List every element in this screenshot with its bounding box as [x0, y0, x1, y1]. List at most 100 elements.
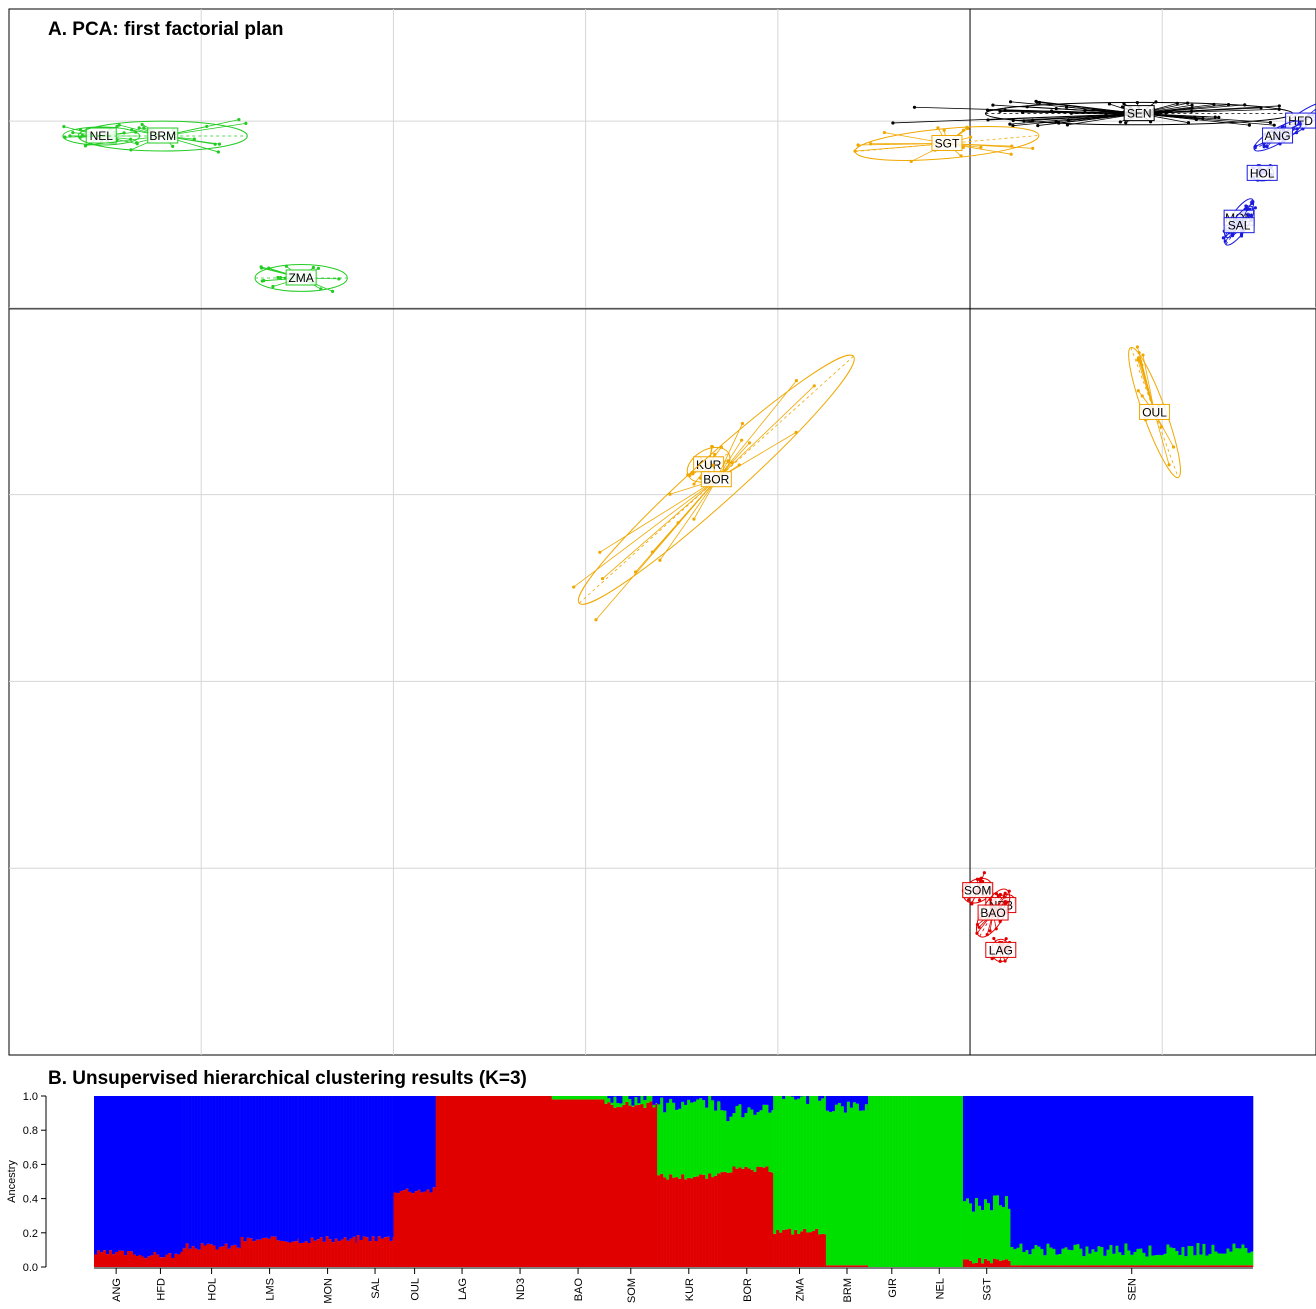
- bar-red-segment: [453, 1096, 457, 1267]
- bar-red-segment: [288, 1242, 292, 1267]
- bar-blue-segment: [233, 1096, 237, 1245]
- bar-blue-segment: [349, 1096, 353, 1239]
- bar-red-segment: [821, 1233, 825, 1267]
- bar-red-segment: [643, 1107, 647, 1267]
- x-tick-label: GIR: [887, 1278, 899, 1298]
- bar-green-segment: [1058, 1253, 1062, 1266]
- bar-blue-segment: [1106, 1096, 1110, 1250]
- bar-blue-segment: [806, 1096, 810, 1104]
- bar-blue-segment: [1130, 1096, 1134, 1255]
- bar-blue-segment: [1043, 1096, 1047, 1256]
- bar-blue-segment: [702, 1096, 706, 1101]
- bar-green-segment: [738, 1104, 742, 1168]
- bar-red-segment: [240, 1237, 244, 1267]
- bar-green-segment: [855, 1103, 860, 1266]
- individual-link: [987, 113, 1140, 121]
- bar-red-segment: [735, 1168, 739, 1267]
- bar-green-segment: [960, 1096, 964, 1267]
- bar-blue-segment: [1037, 1096, 1041, 1247]
- bar-green-segment: [1013, 1249, 1017, 1266]
- y-tick-label: 0.6: [23, 1159, 38, 1171]
- bar-blue-segment: [141, 1096, 145, 1257]
- x-tick-label: HFD: [155, 1278, 167, 1301]
- bar-red-segment: [750, 1169, 754, 1267]
- bar-blue-segment: [389, 1096, 393, 1241]
- individual-point: [992, 936, 996, 941]
- population-ellipse: [854, 126, 1040, 161]
- bar-red-segment: [1220, 1265, 1224, 1267]
- bar-green-segment: [1244, 1248, 1248, 1266]
- bar-red-segment: [450, 1096, 454, 1267]
- bar-green-segment: [824, 1096, 827, 1235]
- bar-blue-segment: [203, 1096, 207, 1246]
- bar-red-segment: [983, 1258, 988, 1267]
- bar-blue-segment: [1079, 1096, 1083, 1249]
- bar-red-segment: [1100, 1265, 1104, 1267]
- individual-point: [259, 265, 263, 269]
- individual-point: [1140, 394, 1144, 398]
- bar-blue-segment: [1085, 1096, 1089, 1247]
- bar-red-segment: [977, 1258, 982, 1267]
- bar-green-segment: [852, 1102, 857, 1266]
- bar-blue-segment: [243, 1096, 247, 1242]
- bar-blue-segment: [729, 1096, 733, 1117]
- bar-blue-segment: [837, 1096, 842, 1103]
- admixture-group-oul: [393, 1096, 436, 1267]
- bar-red-segment: [1040, 1265, 1044, 1267]
- bar-green-segment: [607, 1098, 611, 1103]
- population-sen: SEN: [891, 99, 1294, 128]
- bar-blue-segment: [1175, 1096, 1179, 1252]
- population-label-box: [931, 134, 963, 151]
- bar-red-segment: [669, 1174, 673, 1267]
- bar-red-segment: [477, 1096, 481, 1267]
- bar-green-segment: [687, 1099, 691, 1178]
- bar-red-segment: [1157, 1265, 1161, 1267]
- bar-blue-segment: [340, 1096, 344, 1240]
- bar-red-segment: [115, 1251, 119, 1267]
- bar-green-segment: [936, 1096, 940, 1267]
- bar-green-segment: [649, 1096, 653, 1102]
- bar-red-segment: [301, 1242, 305, 1267]
- bar-blue-segment: [1097, 1096, 1101, 1247]
- bar-blue-segment: [655, 1096, 658, 1104]
- bar-red-segment: [1031, 1265, 1035, 1267]
- bar-red-segment: [628, 1105, 632, 1267]
- bar-red-segment: [824, 1234, 827, 1267]
- bar-blue-segment: [1118, 1096, 1122, 1253]
- individual-point: [977, 925, 981, 929]
- bar-green-segment: [584, 1096, 588, 1100]
- bar-red-segment: [355, 1242, 357, 1267]
- bar-red-segment: [171, 1257, 175, 1267]
- individual-point: [1003, 108, 1007, 112]
- bar-blue-segment: [1148, 1096, 1152, 1246]
- bar-green-segment: [1082, 1256, 1086, 1266]
- bar-red-segment: [1127, 1265, 1131, 1267]
- bar-blue-segment: [1127, 1096, 1131, 1251]
- bar-red-segment: [1055, 1265, 1059, 1267]
- bar-blue-segment: [218, 1096, 222, 1247]
- individual-point: [1107, 102, 1112, 106]
- bar-green-segment: [1193, 1255, 1197, 1266]
- bar-blue-segment: [660, 1096, 664, 1098]
- individual-point: [1010, 144, 1014, 148]
- bar-green-segment: [980, 1210, 985, 1264]
- bar-blue-segment: [1250, 1096, 1254, 1252]
- bar-green-segment: [1001, 1207, 1006, 1261]
- bar-green-segment: [1094, 1251, 1098, 1266]
- admixture-group-bao: [551, 1096, 605, 1267]
- individual-point: [600, 577, 605, 581]
- bar-blue-segment: [352, 1096, 356, 1237]
- population-label: SEN: [1127, 107, 1152, 121]
- bar-red-segment: [738, 1167, 742, 1267]
- bar-red-segment: [438, 1096, 442, 1267]
- bar-blue-segment: [294, 1096, 298, 1242]
- bar-green-segment: [572, 1096, 576, 1100]
- bar-green-segment: [625, 1096, 629, 1102]
- admixture-group-som: [604, 1096, 658, 1267]
- bar-red-segment: [133, 1254, 137, 1267]
- bar-blue-segment: [1202, 1096, 1206, 1244]
- bar-red-segment: [1058, 1265, 1062, 1267]
- bar-red-segment: [103, 1250, 107, 1267]
- bar-green-segment: [723, 1110, 727, 1172]
- bar-blue-segment: [402, 1096, 406, 1191]
